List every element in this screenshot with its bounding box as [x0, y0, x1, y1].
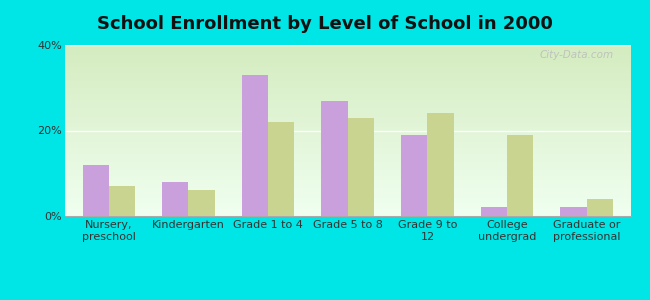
Bar	[481, 208, 507, 216]
Bar	[322, 100, 348, 216]
Text: School Enrollment by Level of School in 2000: School Enrollment by Level of School in …	[97, 15, 553, 33]
Bar	[162, 182, 188, 216]
Bar	[268, 122, 294, 216]
Bar	[587, 199, 613, 216]
Bar	[507, 135, 534, 216]
Bar	[401, 135, 428, 216]
Bar	[428, 113, 454, 216]
Text: City-Data.com: City-Data.com	[540, 50, 614, 60]
Bar	[188, 190, 215, 216]
Bar	[109, 186, 135, 216]
Bar	[560, 208, 587, 216]
Bar	[242, 75, 268, 216]
Bar	[348, 118, 374, 216]
Bar	[83, 165, 109, 216]
